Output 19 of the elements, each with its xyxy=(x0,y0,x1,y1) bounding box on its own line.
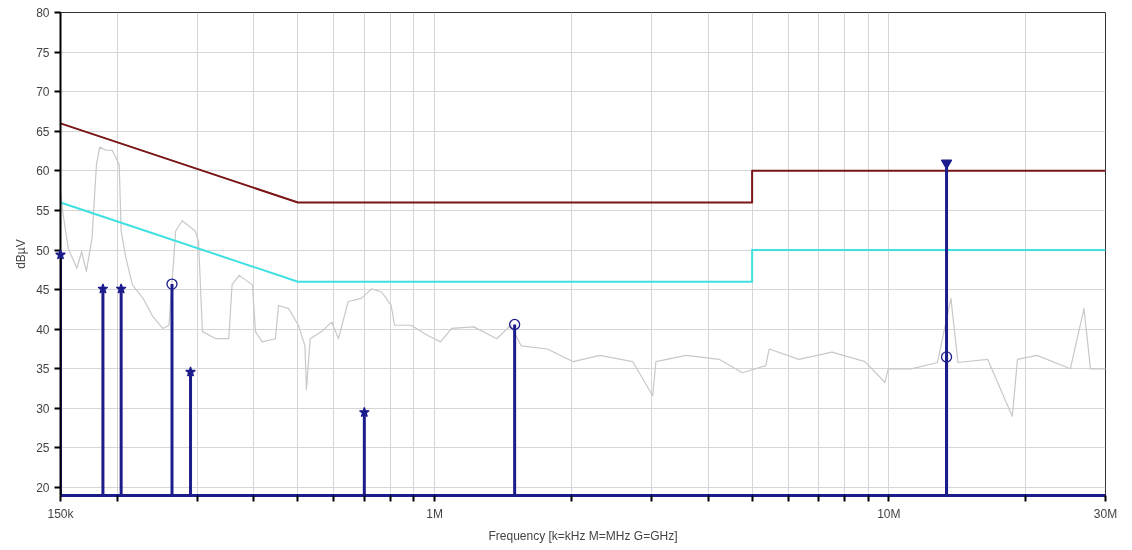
x-axis-title: Frequency [k=kHz M=MHz G=GHz] xyxy=(488,528,678,543)
x-tick-label: 1M xyxy=(426,506,444,521)
x-tick-label: 150k xyxy=(47,506,75,521)
y-tick-label: 50 xyxy=(36,243,50,258)
y-tick-label: 60 xyxy=(36,164,50,179)
y-tick-label: 45 xyxy=(36,283,50,298)
y-tick-label: 30 xyxy=(36,401,50,416)
y-tick-label: 65 xyxy=(36,124,50,139)
x-tick-label: 10M xyxy=(877,506,901,521)
y-tick-label: 20 xyxy=(36,481,50,496)
y-tick-label: 35 xyxy=(36,362,50,377)
y-tick-label: 70 xyxy=(36,85,50,100)
y-tick-label: 75 xyxy=(36,45,50,60)
y-axis-title: dBµV xyxy=(14,239,29,269)
y-tick-label: 55 xyxy=(36,203,50,218)
y-tick-label: 25 xyxy=(36,441,50,456)
x-tick-label: 30M xyxy=(1093,506,1118,521)
y-tick-label: 40 xyxy=(36,322,50,337)
y-tick-label: 80 xyxy=(36,6,50,20)
